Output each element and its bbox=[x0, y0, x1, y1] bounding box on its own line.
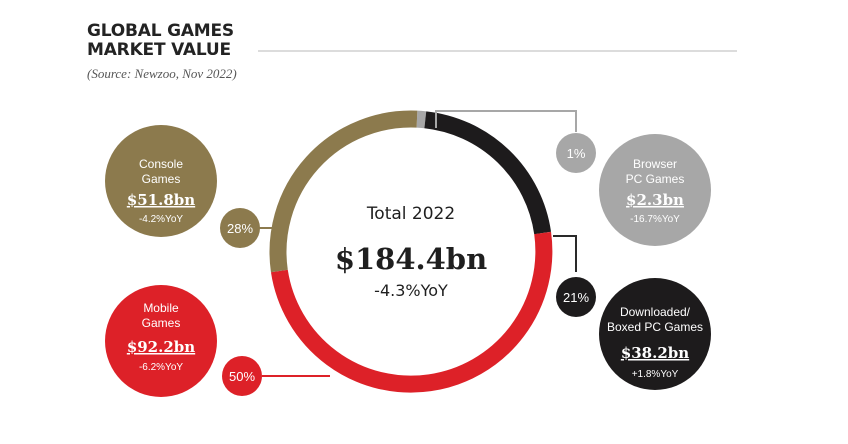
mobile-segment bbox=[270, 231, 553, 393]
mobile-name-1: Mobile bbox=[143, 301, 179, 315]
title-line-2: MARKET VALUE bbox=[87, 40, 231, 60]
downloaded-circle bbox=[599, 278, 711, 390]
browser-name-1: Browser bbox=[633, 157, 677, 171]
browser-connector bbox=[435, 110, 577, 132]
browser-bubble: Browser PC Games $2.3bn -16.7%YoY bbox=[599, 134, 711, 246]
mobile-yoy: -6.2%YoY bbox=[139, 362, 183, 373]
browser-segment bbox=[416, 110, 427, 129]
console-value: $51.8bn bbox=[127, 191, 195, 209]
mobile-share-label: 50% bbox=[229, 369, 255, 384]
mobile-name-2: Games bbox=[142, 316, 181, 330]
source-note: (Source: Newzoo, Nov 2022) bbox=[87, 66, 237, 81]
downloaded-segment bbox=[424, 111, 552, 235]
console-segment bbox=[269, 110, 418, 273]
downloaded-share-label: 21% bbox=[563, 290, 589, 305]
browser-share-label: 1% bbox=[567, 146, 586, 161]
mobile-share-circle bbox=[222, 356, 262, 396]
console-share-circle bbox=[220, 208, 260, 248]
browser-share-circle bbox=[556, 133, 596, 173]
mobile-value: $92.2bn bbox=[127, 338, 195, 356]
mobile-share-badge: 50% bbox=[222, 356, 262, 396]
console-bubble: Console Games $51.8bn -4.2%YoY bbox=[105, 125, 217, 237]
chart-title: GLOBAL GAMES MARKET VALUE bbox=[87, 22, 234, 60]
browser-name-2: PC Games bbox=[626, 172, 685, 186]
console-yoy: -4.2%YoY bbox=[139, 214, 183, 225]
mobile-circle bbox=[105, 285, 217, 397]
downloaded-name-1: Downloaded/ bbox=[620, 305, 691, 319]
downloaded-value: $38.2bn bbox=[621, 344, 689, 362]
title-line-1: GLOBAL GAMES bbox=[87, 21, 234, 41]
downloaded-bubble: Downloaded/ Boxed PC Games $38.2bn +1.8%… bbox=[599, 278, 711, 390]
downloaded-share-circle bbox=[556, 277, 596, 317]
console-name-1: Console bbox=[139, 157, 183, 171]
downloaded-yoy: +1.8%YoY bbox=[632, 369, 679, 380]
browser-circle bbox=[599, 134, 711, 246]
browser-yoy: -16.7%YoY bbox=[630, 214, 680, 225]
connector-lines bbox=[259, 110, 577, 377]
center-value: $184.4bn bbox=[335, 242, 487, 276]
downloaded-name-2: Boxed PC Games bbox=[607, 320, 703, 334]
console-name-2: Games bbox=[142, 172, 181, 186]
browser-value: $2.3bn bbox=[626, 191, 684, 209]
console-share-label: 28% bbox=[227, 221, 253, 236]
downloaded-share-badge: 21% bbox=[556, 277, 596, 317]
browser-share-badge: 1% bbox=[556, 133, 596, 173]
donut-ring bbox=[269, 110, 553, 393]
mobile-bubble: Mobile Games $92.2bn -6.2%YoY bbox=[105, 285, 217, 397]
center-label: Total 2022 bbox=[366, 204, 455, 224]
console-circle bbox=[105, 125, 217, 237]
center-change: -4.3%YoY bbox=[374, 281, 448, 300]
console-share-badge: 28% bbox=[220, 208, 260, 248]
downloaded-connector bbox=[553, 235, 577, 272]
